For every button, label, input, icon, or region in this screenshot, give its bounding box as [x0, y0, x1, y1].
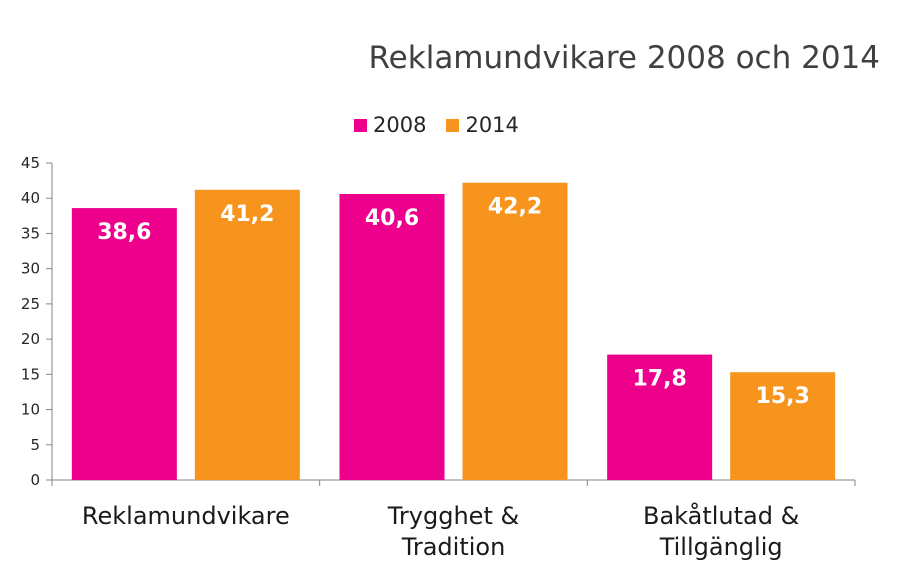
bar: [607, 354, 713, 480]
chart-title: Reklamundvikare 2008 och 2014: [368, 40, 880, 76]
bar: [194, 189, 300, 480]
legend-item-2008: 2008: [354, 113, 426, 137]
legend-label-2014: 2014: [465, 113, 519, 137]
y-tick-label: 5: [30, 436, 40, 454]
bar: [339, 193, 445, 481]
bar: [462, 182, 568, 481]
data-label: 38,6: [97, 220, 151, 245]
x-category-label: Reklamundvikare: [82, 502, 290, 530]
x-category-label: Tradition: [401, 533, 506, 561]
data-label: 41,2: [220, 202, 274, 227]
y-tick-label: 35: [21, 224, 40, 242]
x-category-label: Tillgänglig: [659, 533, 783, 561]
y-tick-label: 40: [21, 189, 40, 207]
bar: [71, 208, 177, 480]
bar: [730, 372, 836, 480]
y-tick-label: 20: [21, 330, 40, 348]
y-tick-label: 15: [21, 365, 40, 383]
y-tick-label: 25: [21, 295, 40, 313]
y-tick-label: 30: [21, 260, 40, 278]
y-tick-label: 45: [21, 154, 40, 172]
legend: 2008 2014: [354, 113, 539, 137]
x-category-label: Bakåtlutad &: [643, 501, 799, 530]
y-tick-label: 0: [30, 471, 40, 489]
legend-item-2014: 2014: [446, 113, 519, 137]
data-label: 42,2: [488, 195, 542, 220]
legend-label-2008: 2008: [373, 113, 427, 137]
legend-swatch-2014: [446, 118, 460, 132]
legend-swatch-2008: [354, 118, 367, 132]
y-tick-label: 10: [21, 401, 40, 419]
data-label: 15,3: [756, 384, 810, 409]
data-label: 40,6: [365, 206, 419, 231]
x-category-label: Trygghet &: [387, 502, 519, 530]
data-label: 17,8: [633, 367, 687, 392]
